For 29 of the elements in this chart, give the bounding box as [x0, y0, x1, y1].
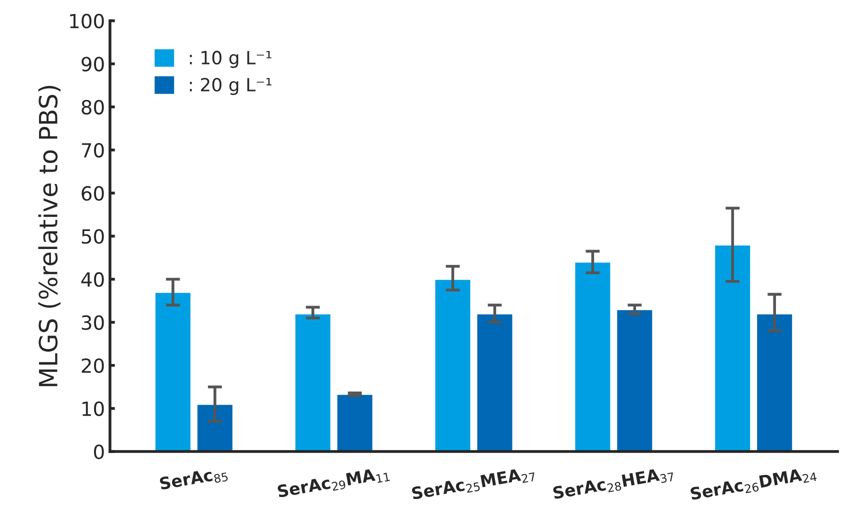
y-tick-label: 40 — [81, 272, 104, 287]
y-tick-label: 90 — [82, 56, 104, 72]
bar — [616, 308, 654, 452]
y-tick-label: 10 — [82, 401, 104, 416]
bar — [574, 261, 612, 452]
bar — [434, 278, 472, 452]
y-tick-label: 100 — [70, 14, 104, 28]
x-tick-label: SerAc$_{85}$ — [159, 466, 228, 493]
x-tick-label: SerAc$_{29}$MA$_{11}$ — [277, 466, 390, 500]
x-tick-label: SerAc$_{28}$HEA$_{37}$ — [552, 466, 674, 502]
y-tick-label: 60 — [82, 186, 104, 201]
bar — [714, 244, 752, 452]
bar — [336, 394, 374, 452]
bar — [196, 403, 234, 452]
x-tick-label: SerAc$_{25}$MEA$_{27}$ — [411, 466, 536, 502]
y-tick-label: 20 — [82, 358, 104, 374]
legend-label: : 20 g L⁻¹ — [190, 78, 272, 95]
bar — [154, 291, 192, 452]
y-tick-label: 70 — [82, 142, 104, 158]
x-tick-label: SerAc$_{26}$DMA$_{24}$ — [690, 466, 818, 503]
y-tick-label: 80 — [82, 100, 104, 115]
y-tick-label: 50 — [82, 229, 104, 244]
bar — [294, 312, 332, 452]
bar — [476, 312, 514, 452]
y-tick-label: 30 — [82, 315, 104, 330]
bar — [756, 312, 794, 452]
y-axis-title: MLGS (%relative to PBS) — [38, 86, 61, 386]
legend-label: : 10 g L⁻¹ — [190, 50, 272, 68]
y-tick-label: 0 — [94, 444, 104, 460]
